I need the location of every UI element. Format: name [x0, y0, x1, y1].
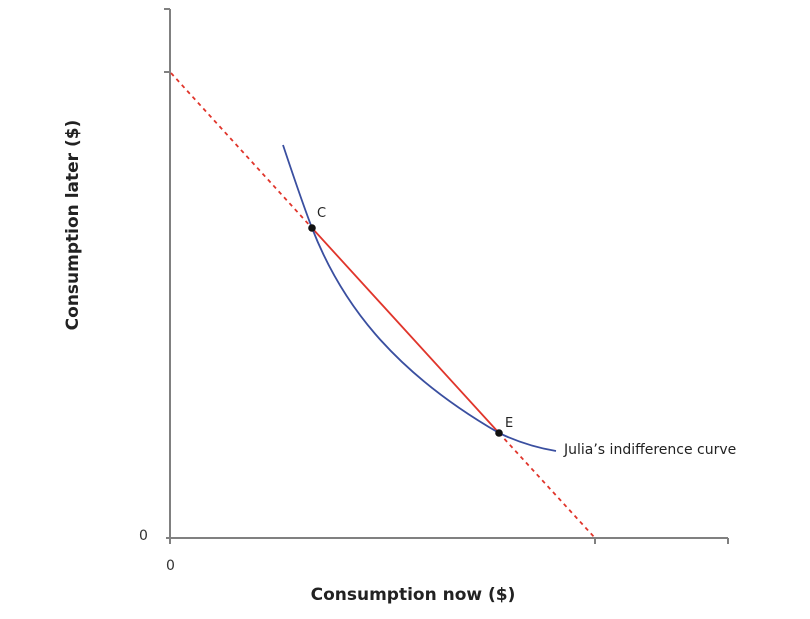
point-c-marker: [308, 224, 316, 232]
y-axis-zero-label: 0: [139, 528, 148, 544]
point-e-marker: [495, 429, 503, 437]
point-c-label: C: [317, 206, 327, 221]
x-axis-label: Consumption now ($): [310, 585, 516, 605]
budget-line-dashed-upper: [170, 72, 313, 229]
indifference-curve: [282, 144, 557, 452]
point-e-label: E: [505, 416, 514, 431]
y-axis: [164, 8, 171, 538]
x-axis-zero-label: 0: [166, 558, 175, 574]
budget-line-solid: [311, 227, 500, 434]
indifference-curve-label: Julia’s indifference curve: [564, 442, 737, 458]
y-axis-label: Consumption later ($): [63, 119, 83, 331]
x-axis: [166, 537, 729, 544]
